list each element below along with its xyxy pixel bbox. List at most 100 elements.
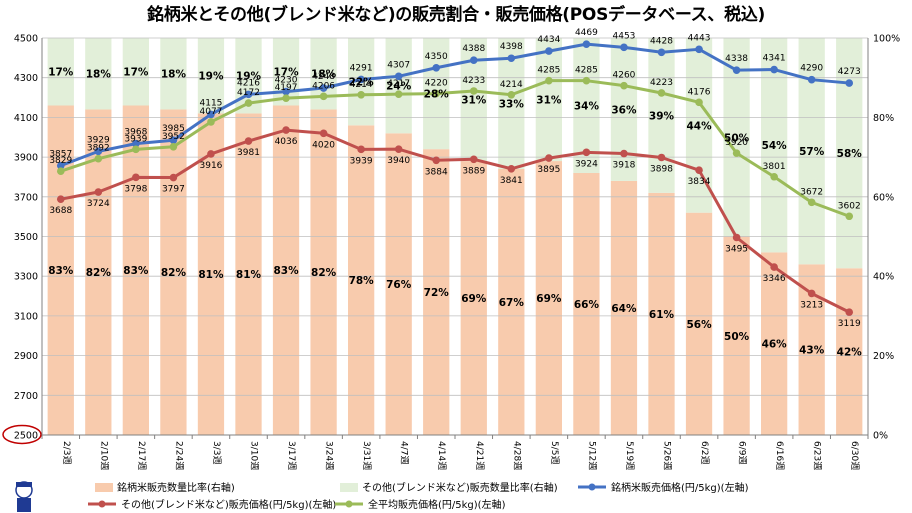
bar-other-4 xyxy=(197,38,225,114)
bar-brand-2 xyxy=(122,105,150,436)
value-label-2-7: 4206 xyxy=(312,81,335,91)
point-2-11 xyxy=(469,87,478,95)
point-0-0 xyxy=(56,161,65,170)
value-label-0-19: 4341 xyxy=(763,54,786,64)
bar-brand-13 xyxy=(535,161,563,435)
bar-other-21 xyxy=(836,38,863,269)
bar-brand-9 xyxy=(385,133,412,435)
x-tick-20: 6/23週 xyxy=(812,441,823,470)
pct-brand-16: 61% xyxy=(649,309,675,321)
pct-brand-3: 82% xyxy=(161,267,187,279)
value-label-2-6: 4197 xyxy=(275,83,298,93)
value-label-0-16: 4428 xyxy=(650,36,673,46)
left-tick-8: 4100 xyxy=(14,113,38,124)
pct-other-16: 39% xyxy=(649,110,675,122)
bar-brand-12 xyxy=(498,169,525,435)
value-label-1-10: 3884 xyxy=(425,167,448,177)
pct-brand-2: 83% xyxy=(123,265,149,277)
value-label-0-0: 3857 xyxy=(49,150,72,160)
point-0-21 xyxy=(845,79,854,87)
value-label-1-2: 3798 xyxy=(124,184,147,194)
point-1-14 xyxy=(582,148,591,157)
bar-other-1 xyxy=(85,38,112,110)
bar-brand-18 xyxy=(723,236,750,435)
point-0-4 xyxy=(207,110,215,119)
left-tick-3: 3100 xyxy=(14,311,38,322)
x-tick-0: 2/3週 xyxy=(61,441,72,465)
value-label-0-10: 4350 xyxy=(425,52,448,62)
x-tick-14: 5/12週 xyxy=(586,441,597,470)
bar-brand-7 xyxy=(310,109,337,436)
value-label-1-3: 3797 xyxy=(162,185,185,195)
value-label-1-8: 3939 xyxy=(350,156,373,166)
legend-other-ratio-swatch xyxy=(340,483,358,492)
bar-other-3 xyxy=(160,38,187,110)
value-label-0-9: 4307 xyxy=(387,60,410,70)
pct-other-10: 28% xyxy=(424,89,450,101)
line-2 xyxy=(60,79,850,218)
pct-brand-12: 67% xyxy=(499,297,525,309)
value-label-1-18: 3495 xyxy=(725,244,748,254)
pct-other-7: 18% xyxy=(311,69,337,81)
value-label-1-20: 3213 xyxy=(800,300,823,310)
pct-brand-6: 83% xyxy=(273,265,299,277)
value-label-0-20: 4290 xyxy=(800,64,823,74)
bars-layer xyxy=(47,38,863,436)
mascot-body xyxy=(17,498,31,512)
pct-other-15: 36% xyxy=(611,104,637,116)
left-tick-10: 4500 xyxy=(14,34,38,45)
left-tick-0: 2500 xyxy=(14,431,38,442)
point-0-17 xyxy=(695,45,703,54)
bar-brand-21 xyxy=(836,268,863,435)
point-1-4 xyxy=(207,150,215,158)
point-2-5 xyxy=(244,99,253,107)
point-2-12 xyxy=(507,90,516,99)
pct-other-19: 54% xyxy=(762,140,788,152)
value-label-0-15: 4453 xyxy=(613,31,636,41)
legend-brand-ratio-label: 銘柄米販売数量比率(右軸) xyxy=(117,481,235,494)
x-tick-18: 6/9週 xyxy=(737,441,748,465)
x-tick-15: 5/19週 xyxy=(624,441,635,470)
chart-title: 銘柄米とその他(ブレンド米など)の販売割合・販売価格(POSデータベース、税込) xyxy=(147,5,765,25)
point-2-3 xyxy=(169,142,178,151)
point-1-17 xyxy=(695,166,703,175)
pct-brand-10: 72% xyxy=(424,287,450,299)
left-tick-6: 3700 xyxy=(14,192,38,203)
value-label-1-15: 3918 xyxy=(613,161,636,171)
point-2-9 xyxy=(394,90,403,98)
value-label-0-14: 4469 xyxy=(575,28,598,38)
value-label-2-10: 4220 xyxy=(425,79,448,89)
x-tick-21: 6/30週 xyxy=(849,441,860,470)
value-label-0-8: 4291 xyxy=(350,63,373,73)
legend-brand-price-label: 銘柄米販売価格(円/5kg)(左軸) xyxy=(611,481,749,494)
point-0-5 xyxy=(244,90,253,99)
value-label-2-4: 4077 xyxy=(200,107,223,117)
x-tick-2: 2/17週 xyxy=(136,441,147,470)
pct-brand-13: 69% xyxy=(536,293,562,305)
point-2-10 xyxy=(432,89,441,98)
value-label-1-11: 3889 xyxy=(462,166,485,176)
value-label-1-14: 3924 xyxy=(575,159,598,169)
bar-brand-15 xyxy=(610,180,638,435)
point-1-6 xyxy=(282,126,290,134)
pct-brand-15: 64% xyxy=(611,303,637,315)
point-1-19 xyxy=(770,263,778,271)
pct-other-14: 34% xyxy=(574,100,600,112)
pct-brand-19: 46% xyxy=(762,339,788,351)
bar-brand-8 xyxy=(347,125,375,435)
point-1-3 xyxy=(169,173,178,182)
point-0-13 xyxy=(545,47,553,55)
value-label-2-0: 3829 xyxy=(49,156,72,166)
point-2-19 xyxy=(770,172,778,181)
point-1-12 xyxy=(507,165,516,173)
point-0-15 xyxy=(620,43,628,52)
value-label-0-2: 3968 xyxy=(124,128,147,138)
value-label-0-1: 3929 xyxy=(87,135,110,145)
point-2-1 xyxy=(94,154,103,163)
pct-other-11: 31% xyxy=(461,95,487,107)
legend-avg-price-label: 全平均販売価格(円/5kg)(左軸) xyxy=(368,498,506,511)
x-tick-1: 2/10週 xyxy=(98,441,109,470)
value-label-1-13: 3895 xyxy=(537,165,560,175)
pct-brand-18: 50% xyxy=(724,331,750,343)
bar-other-20 xyxy=(798,38,825,265)
